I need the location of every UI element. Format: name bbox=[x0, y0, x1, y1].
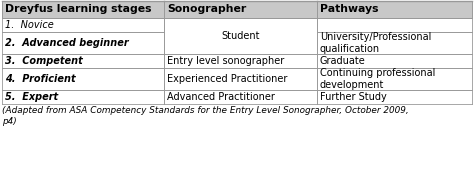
Text: Dreyfus learning stages: Dreyfus learning stages bbox=[5, 4, 152, 15]
Text: 4.  Proficient: 4. Proficient bbox=[5, 74, 76, 84]
Text: Entry level sonographer: Entry level sonographer bbox=[167, 56, 284, 66]
Bar bbox=[164, 54, 317, 68]
Bar bbox=[2, 18, 164, 32]
Text: Further Study: Further Study bbox=[320, 92, 387, 102]
Text: Continuing professional
development: Continuing professional development bbox=[320, 68, 435, 90]
Text: 2.  Advanced beginner: 2. Advanced beginner bbox=[5, 38, 128, 48]
Text: Student: Student bbox=[221, 31, 260, 41]
Text: Graduate: Graduate bbox=[320, 56, 365, 66]
Bar bbox=[2, 68, 164, 90]
Text: 3.  Competent: 3. Competent bbox=[5, 56, 83, 66]
Bar bbox=[317, 32, 472, 54]
Text: Advanced Practitioner: Advanced Practitioner bbox=[167, 92, 275, 102]
Bar bbox=[2, 54, 164, 68]
Bar bbox=[2, 32, 164, 54]
Text: Pathways: Pathways bbox=[320, 4, 378, 15]
Bar bbox=[317, 90, 472, 104]
Bar bbox=[317, 18, 472, 32]
Text: 5.  Expert: 5. Expert bbox=[5, 92, 58, 102]
Bar bbox=[164, 90, 317, 104]
Text: Sonographer: Sonographer bbox=[167, 4, 246, 15]
Bar bbox=[2, 90, 164, 104]
Bar bbox=[2, 1, 164, 18]
Bar bbox=[317, 54, 472, 68]
Bar bbox=[317, 1, 472, 18]
Bar bbox=[317, 68, 472, 90]
Text: University/Professional
qualification: University/Professional qualification bbox=[320, 32, 431, 54]
Bar bbox=[164, 1, 317, 18]
Text: (Adapted from ASA Competency Standards for the Entry Level Sonographer, October : (Adapted from ASA Competency Standards f… bbox=[2, 106, 409, 126]
Text: Experienced Practitioner: Experienced Practitioner bbox=[167, 74, 288, 84]
Text: 1.  Novice: 1. Novice bbox=[5, 20, 54, 30]
Bar bbox=[164, 68, 317, 90]
Bar bbox=[164, 18, 317, 54]
